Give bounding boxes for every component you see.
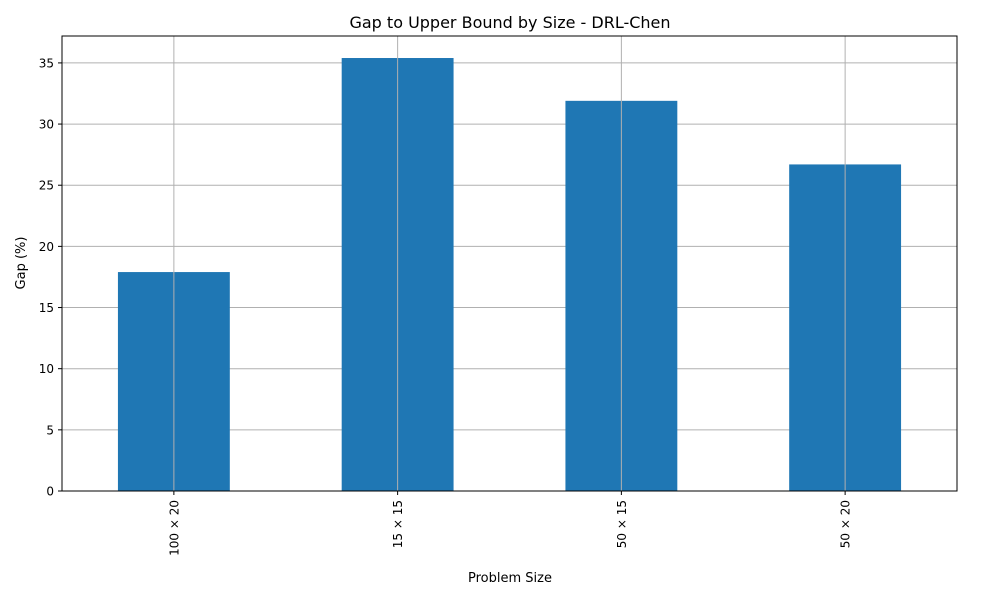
y-tick-label: 20 xyxy=(39,240,54,254)
y-tick-label: 10 xyxy=(39,362,54,376)
x-tick-label: 100 × 20 xyxy=(167,500,181,556)
chart-title: Gap to Upper Bound by Size - DRL-Chen xyxy=(349,13,670,32)
y-tick-label: 30 xyxy=(39,118,54,132)
y-tick-label: 35 xyxy=(39,56,54,70)
y-tick-label: 15 xyxy=(39,301,54,315)
y-axis-label: Gap (%) xyxy=(14,237,29,290)
x-tick-label: 50 × 20 xyxy=(839,500,853,548)
x-tick-label: 50 × 15 xyxy=(615,500,629,548)
y-tick-label: 25 xyxy=(39,179,54,193)
y-axis-ticks: 0 5 10 15 20 25 30 35 xyxy=(39,56,62,499)
plot-frame xyxy=(61,35,958,492)
x-axis-ticks: 100 × 20 15 × 15 50 × 15 50 × 20 xyxy=(167,491,853,556)
y-tick-label: 5 xyxy=(46,423,54,437)
y-tick-label: 0 xyxy=(46,485,54,499)
bars-layer xyxy=(117,58,902,492)
x-axis-label: Problem Size xyxy=(468,571,552,586)
x-tick-label: 15 × 15 xyxy=(391,500,405,548)
vertical-grid-layer xyxy=(173,36,846,491)
